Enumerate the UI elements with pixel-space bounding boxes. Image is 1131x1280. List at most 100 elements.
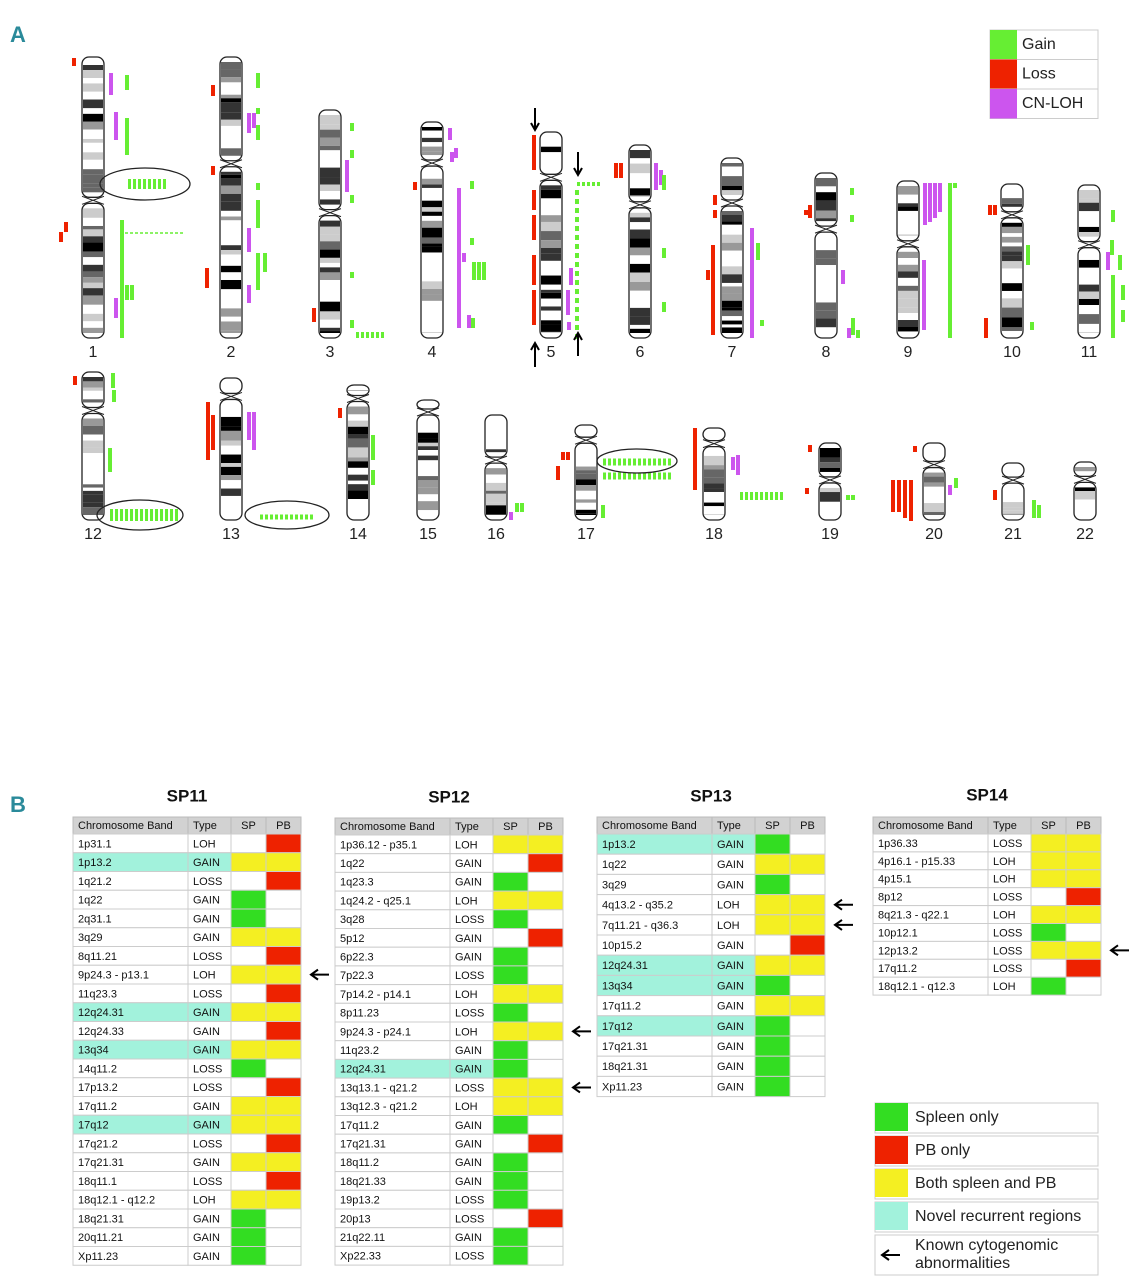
chromosome-band: 17q21.31 xyxy=(78,1157,124,1169)
band xyxy=(422,294,442,301)
band xyxy=(630,238,650,248)
band xyxy=(422,281,442,289)
cnv-dash xyxy=(575,235,579,240)
band xyxy=(1003,488,1023,497)
cnv-bar xyxy=(256,200,260,228)
band xyxy=(418,468,438,477)
table-cell xyxy=(527,1208,564,1229)
band xyxy=(541,215,561,222)
band xyxy=(83,208,103,218)
cnv-dash xyxy=(305,514,308,520)
centromere xyxy=(818,475,842,485)
cnv-dash xyxy=(270,514,273,520)
band xyxy=(898,307,918,313)
band xyxy=(83,159,103,170)
band xyxy=(83,271,103,278)
table-cell xyxy=(265,1039,302,1060)
cnv-dash xyxy=(775,492,778,500)
centromere xyxy=(1000,210,1024,220)
band xyxy=(1002,189,1022,199)
cnv-bar xyxy=(567,322,571,330)
chromosome-band: 13q13.1 - q21.2 xyxy=(340,1082,417,1094)
chromosome-band: 9p24.3 - p24.1 xyxy=(340,1026,411,1038)
chromosome xyxy=(896,180,920,339)
band xyxy=(320,319,340,328)
band xyxy=(816,210,836,219)
band xyxy=(816,318,836,328)
table-cell xyxy=(527,1096,564,1117)
chromosome-outline xyxy=(922,442,946,463)
cnv-dash xyxy=(770,492,773,500)
cnv-bar xyxy=(804,210,808,215)
band xyxy=(418,487,438,495)
band xyxy=(221,298,241,309)
band xyxy=(348,499,368,509)
chromosome xyxy=(81,56,105,339)
legend-box xyxy=(874,1168,1099,1200)
cnv-dash xyxy=(643,472,646,480)
band xyxy=(221,210,241,217)
table-cell xyxy=(492,965,529,986)
cnv-bar xyxy=(928,183,932,222)
band xyxy=(221,250,241,255)
band xyxy=(630,247,650,256)
band xyxy=(704,477,724,484)
cnv-type: GAIN xyxy=(193,1026,220,1038)
band xyxy=(630,229,650,239)
table-cell xyxy=(230,1096,267,1116)
cnv-bar xyxy=(256,73,260,88)
band xyxy=(320,280,340,284)
band xyxy=(1079,275,1099,285)
cnv-bar xyxy=(532,290,536,325)
arrow xyxy=(573,330,583,356)
chromosome xyxy=(818,442,842,521)
column-header: Type xyxy=(993,820,1017,832)
band xyxy=(320,137,340,146)
chromosome-band: 18q12.1 - q12.3 xyxy=(878,981,955,993)
table-cell xyxy=(265,1227,302,1247)
table-cell xyxy=(492,946,529,967)
band xyxy=(704,469,724,478)
band xyxy=(348,457,368,462)
cnv-dash xyxy=(638,472,641,480)
cnv-bar xyxy=(1111,210,1115,222)
band xyxy=(221,98,241,103)
table-cell xyxy=(1030,851,1067,871)
band xyxy=(221,193,241,202)
band xyxy=(1075,467,1095,472)
column-header: Type xyxy=(193,820,217,832)
table-cell xyxy=(527,1077,564,1098)
band xyxy=(221,426,241,431)
chromosome-outline xyxy=(539,131,563,175)
band xyxy=(348,480,368,485)
band xyxy=(83,65,103,71)
table-cell xyxy=(527,1152,564,1173)
table-cell xyxy=(230,1021,267,1041)
table-cell xyxy=(527,890,564,911)
cnv-bar xyxy=(566,452,570,460)
chromosome-label: 10 xyxy=(1003,344,1021,361)
chromosome-arm xyxy=(417,400,439,409)
cnv-dash xyxy=(638,458,641,466)
cnv-type: GAIN xyxy=(455,1045,482,1057)
band xyxy=(898,217,918,226)
band xyxy=(576,490,596,500)
table-cell xyxy=(1030,923,1067,942)
chromosome-outline xyxy=(420,121,444,161)
cnv-bar xyxy=(1118,255,1122,270)
cnv-dash xyxy=(603,458,606,466)
band xyxy=(83,390,103,400)
table-cell xyxy=(230,833,267,854)
chromosome-label: 12 xyxy=(84,526,102,543)
band xyxy=(576,457,596,461)
band xyxy=(221,308,241,317)
cnv-bar xyxy=(247,412,251,440)
table-cell xyxy=(1065,851,1102,871)
band xyxy=(1002,298,1022,308)
cnv-dash xyxy=(628,458,631,466)
table-cell xyxy=(492,1245,529,1266)
cnv-dash xyxy=(587,182,590,186)
cnv-type: LOSS xyxy=(193,876,222,888)
band xyxy=(422,196,442,201)
cnv-dash xyxy=(653,472,656,480)
